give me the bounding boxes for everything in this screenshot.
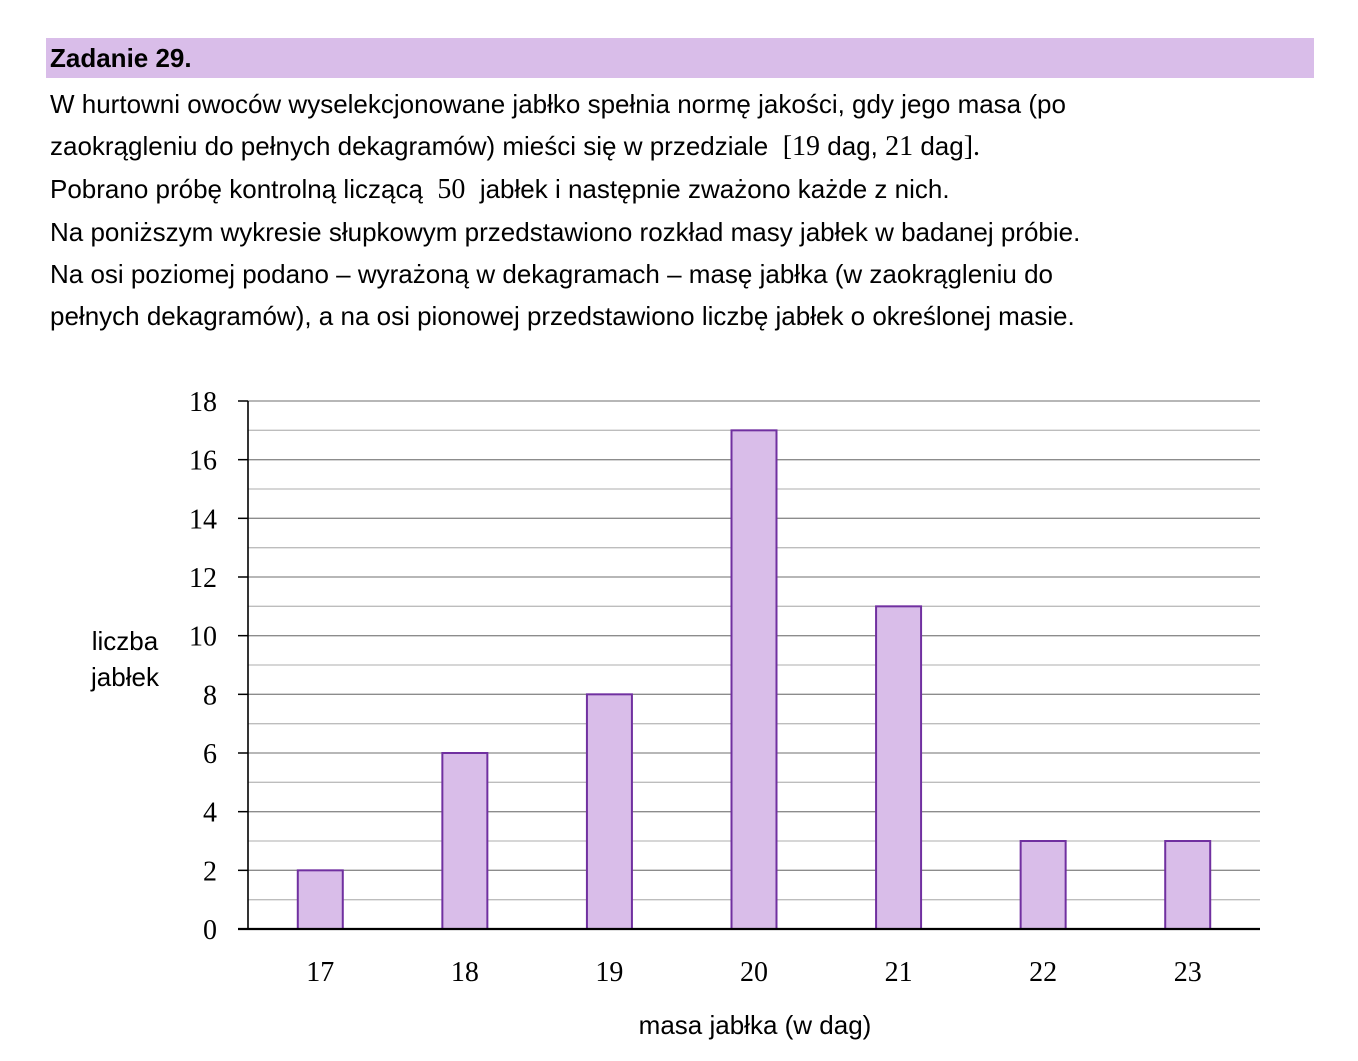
y-tick-labels: 0 2 4 6 8 10 12 14 16 18 (189, 387, 217, 946)
y-tick-label: 8 (203, 680, 217, 711)
problem-line-3-suffix: jabłek i następnie zważono każde z nich. (479, 174, 950, 204)
problem-line-2: zaokrągleniu do pełnych dekagramów) mieś… (50, 125, 1340, 168)
y-tick-label: 18 (189, 387, 217, 418)
x-tick-label: 17 (306, 957, 334, 988)
y-tick-label: 16 (189, 446, 217, 477)
y-tick-label: 6 (203, 739, 217, 770)
x-tick-label: 19 (595, 957, 623, 988)
problem-line-2-prefix: zaokrągleniu do pełnych dekagramów) mieś… (50, 131, 769, 161)
problem-text: W hurtowni owoców wyselekcjonowane jabłk… (50, 83, 1340, 337)
bar (1164, 840, 1212, 930)
x-tick-label: 18 (451, 957, 479, 988)
bar-chart: 0 2 4 6 8 10 12 14 16 18 17 18 19 20 21 22 23 liczba ja… (90, 387, 1260, 1040)
x-tick-label: 22 (1029, 957, 1057, 988)
y-axis-label-line2: jabłek (90, 662, 160, 692)
y-tick-label: 10 (189, 622, 217, 653)
task-title: Zadanie 29. (50, 43, 192, 73)
interval-unit-a: dag, (827, 131, 878, 161)
bar (296, 869, 344, 931)
y-tick-label: 14 (189, 504, 217, 535)
interval-open: [19 (782, 131, 821, 162)
bar (1019, 840, 1067, 930)
problem-line-1: W hurtowni owoców wyselekcjonowane jabłk… (50, 89, 1066, 119)
bar (585, 693, 633, 931)
problem-line-6: pełnych dekagramów), a na osi pionowej p… (50, 301, 1075, 331)
x-axis-label: masa jabłka (w dag) (639, 1010, 872, 1040)
chart-bars (296, 429, 1212, 931)
y-axis-label-line1: liczba (92, 626, 159, 656)
x-tick-label: 21 (885, 957, 913, 988)
problem-line-3: Pobrano próbę kontrolną liczącą 50 jabłe… (50, 168, 1340, 211)
x-tick-label: 20 (740, 957, 768, 988)
interval-num: 21 (885, 131, 914, 162)
bar (730, 429, 778, 930)
interval-close: ]. (963, 131, 981, 162)
y-tick-label: 0 (203, 915, 217, 946)
problem-line-5: Na osi poziomej podano – wyrażoną w deka… (50, 259, 1053, 289)
problem-line-4: Na poniższym wykresie słupkowym przedsta… (50, 217, 1081, 247)
x-tick-label: 23 (1174, 957, 1202, 988)
x-tick-labels: 17 18 19 20 21 22 23 (306, 957, 1201, 988)
y-tick-label: 2 (203, 856, 217, 887)
problem-line-3-prefix: Pobrano próbę kontrolną liczącą (50, 174, 423, 204)
interval-unit-b: dag (920, 131, 964, 161)
bar (875, 605, 923, 930)
bar (441, 752, 489, 930)
task-header: Zadanie 29. (46, 38, 1314, 78)
y-tick-label: 12 (189, 563, 217, 594)
y-tick-label: 4 (203, 798, 217, 829)
sample-size: 50 (437, 174, 466, 205)
chart-axes (238, 400, 1260, 931)
